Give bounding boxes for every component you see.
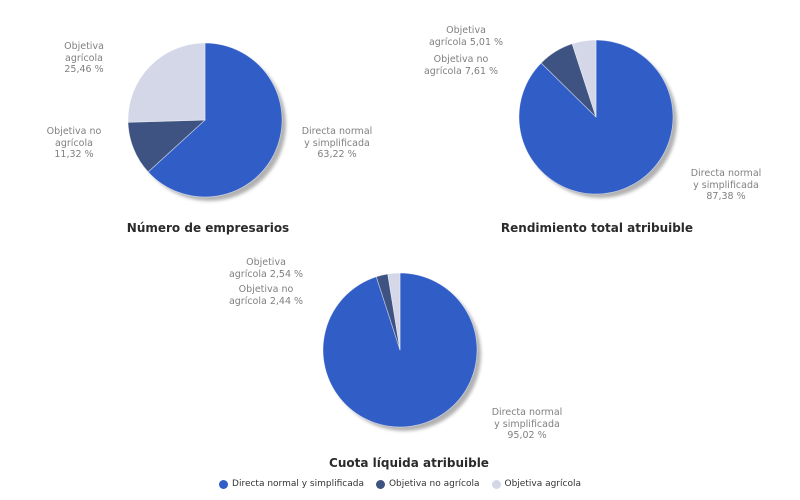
slice-callout-objetiva-agricola: Objetiva agrícola 25,46 % xyxy=(64,41,104,75)
slice-callout-directa-normal: Directa normal y simplificada 63,22 % xyxy=(301,126,373,160)
slice-callout-objetiva-no-agricola: Objetiva no agrícola 11,32 % xyxy=(46,126,102,160)
legend-marker-directa-normal xyxy=(219,479,229,489)
pie-slice xyxy=(387,272,401,351)
slice-callout-objetiva-agricola: Objetiva agrícola 5,01 % xyxy=(428,25,504,48)
legend-marker-objetiva-no-agricola xyxy=(375,479,385,489)
slice-callout-objetiva-no-agricola: Objetiva no agrícola 2,44 % xyxy=(228,284,304,307)
pie-numero-de-empresarios xyxy=(127,42,286,201)
legend-item-directa-normal: Directa normal y simplificada xyxy=(219,479,364,489)
chart-title-numero-de-empresarios: Número de empresarios xyxy=(126,221,290,235)
chart-title-rendimiento-total-atribuible: Rendimiento total atribuible xyxy=(500,221,694,235)
slice-callout-objetiva-no-agricola: Objetiva no agrícola 7,61 % xyxy=(423,54,499,77)
slice-callout-objetiva-agricola: Objetiva agrícola 2,54 % xyxy=(228,257,304,280)
legend: Directa normal y simplificada Objetiva n… xyxy=(0,479,800,489)
pie-rendimiento-total-atribuible xyxy=(518,39,677,198)
chart-title-cuota-liquida-atribuible: Cuota líquida atribuible xyxy=(329,456,489,470)
slice-callout-directa-normal: Directa normal y simplificada 95,02 % xyxy=(491,407,563,441)
legend-label-directa-normal: Directa normal y simplificada xyxy=(232,479,364,489)
legend-label-objetiva-agricola: Objetiva agrícola xyxy=(504,479,581,489)
legend-item-objetiva-no-agricola: Objetiva no agrícola xyxy=(375,479,480,489)
pie-slice xyxy=(147,42,283,198)
pie-slice xyxy=(127,42,206,123)
slice-callout-directa-normal: Directa normal y simplificada 87,38 % xyxy=(690,168,762,202)
legend-marker-objetiva-agricola xyxy=(491,479,501,489)
pie-cuota-liquida-atribuible xyxy=(322,272,481,431)
pie-slice xyxy=(571,39,597,118)
legend-label-objetiva-no-agricola: Objetiva no agrícola xyxy=(388,479,480,489)
legend-item-objetiva-agricola: Objetiva agrícola xyxy=(491,479,581,489)
